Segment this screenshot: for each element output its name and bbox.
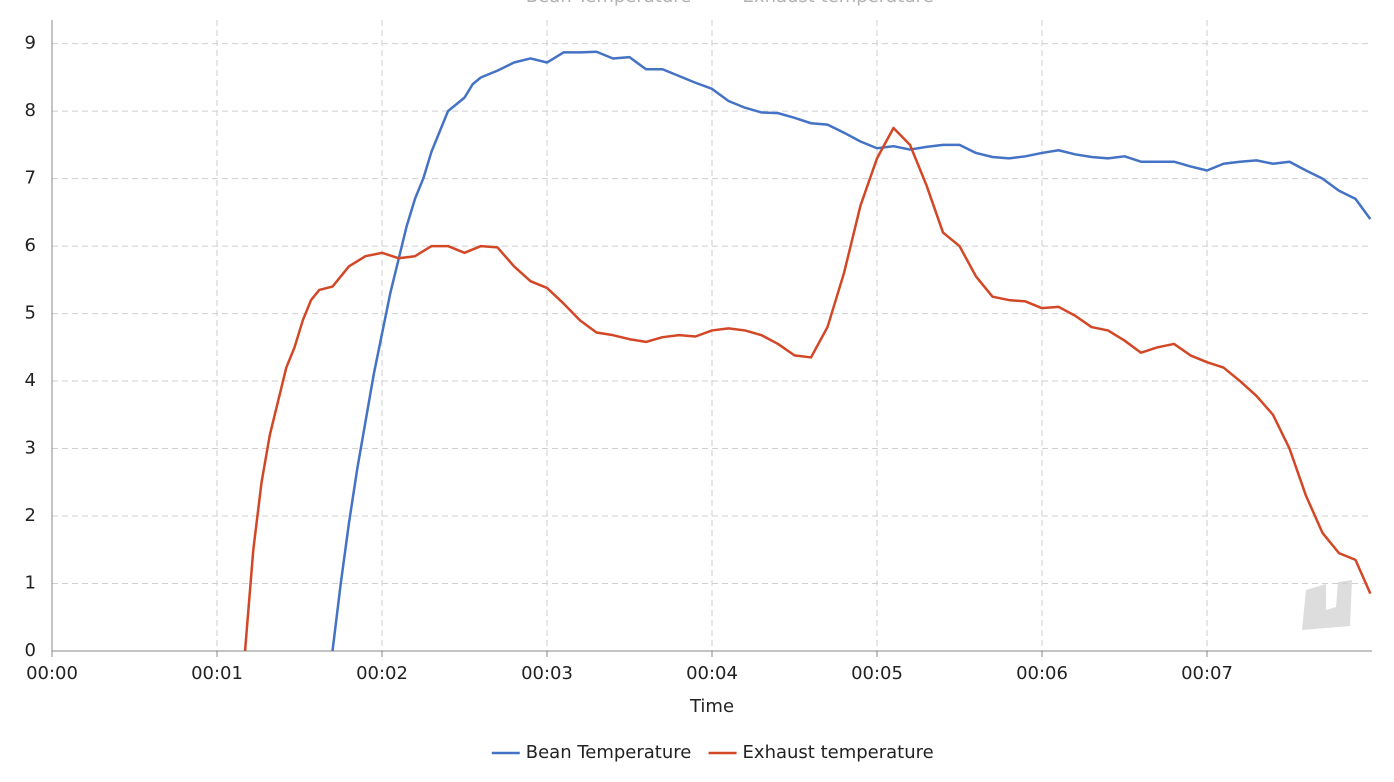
legend-label: Bean Temperature <box>526 0 692 7</box>
legend-label: Bean Temperature <box>526 742 692 763</box>
x-tick-label: 00:01 <box>191 663 243 684</box>
x-tick-label: 00:03 <box>521 663 573 684</box>
legend-faded: Bean Temperature Exhaust temperature <box>526 0 934 7</box>
y-tick-label: 4 <box>25 370 36 391</box>
y-tick-label: 7 <box>25 168 36 189</box>
y-tick-label: 0 <box>25 640 36 661</box>
y-tick-label: 6 <box>25 235 36 256</box>
data-line <box>331 50 1372 651</box>
y-tick-label: 2 <box>25 505 36 526</box>
legend-label: Exhaust temperature <box>743 742 934 763</box>
x-tick-label: 00:02 <box>356 663 408 684</box>
x-tick-label: 00:04 <box>686 663 738 684</box>
watermark-logo <box>1302 580 1352 630</box>
y-tick-label: 8 <box>25 100 36 121</box>
legend: Bean Temperature Exhaust temperature <box>491 742 934 763</box>
legend-label: Exhaust temperature <box>743 0 934 7</box>
x-tick-label: 00:05 <box>851 663 903 684</box>
y-tick-label: 3 <box>25 438 36 459</box>
data-line <box>243 126 1372 651</box>
x-tick-label: 00:06 <box>1016 663 1068 684</box>
y-tick-label: 1 <box>25 573 36 594</box>
x-tick-label: 00:07 <box>1181 663 1233 684</box>
y-tick-label: 5 <box>25 303 36 324</box>
x-tick-label: 00:00 <box>26 663 78 684</box>
y-tick-label: 9 <box>25 33 36 54</box>
x-axis-title: Time <box>689 696 734 717</box>
